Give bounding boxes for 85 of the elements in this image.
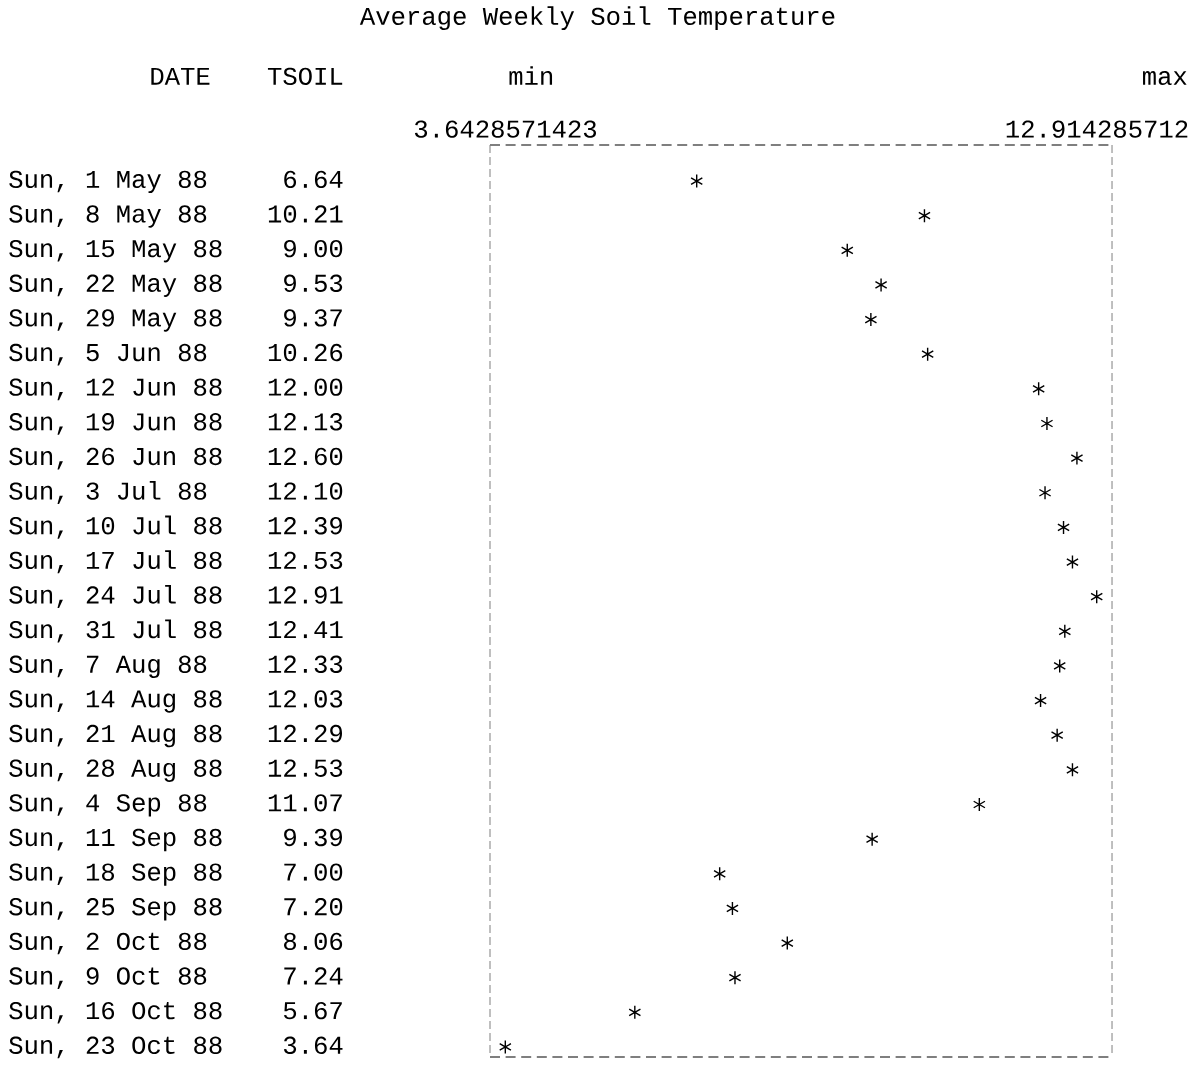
point: [1032, 381, 1045, 397]
point: [1090, 589, 1104, 604]
point: [780, 935, 794, 951]
data-label: 12.33: [268, 655, 343, 673]
data-label: 7.00: [284, 863, 343, 881]
chart-title: Average Weekly Soil Temperature: [359, 6, 835, 31]
y-tick-label: Sun, 9 Oct 88: [9, 967, 207, 989]
data-label: 12.10: [268, 482, 343, 500]
point: [1058, 624, 1072, 639]
point: [1057, 520, 1070, 535]
point: [972, 797, 986, 812]
text: max: [1142, 70, 1187, 86]
y-tick-label: Sun, 16 Oct 88: [9, 1001, 222, 1024]
data-label: 12.00: [268, 378, 343, 396]
y-tick-label: Sun, 5 Jun 88: [9, 343, 207, 366]
data-label: 5.67: [283, 1001, 342, 1020]
data-label: 12.29: [268, 724, 343, 743]
y-tick-label: Sun, 23 Oct 88: [9, 1036, 222, 1059]
x2-tick-label: 3.6428571423: [414, 120, 597, 138]
point: [726, 901, 739, 916]
data-label: 12.39: [268, 517, 343, 535]
y-tick-label: Sun, 10 Jul 88: [9, 515, 222, 539]
y-tick-label: Sun, 1 May 88: [9, 170, 207, 194]
y-tick-label: Sun, 19 Jun 88: [9, 413, 222, 435]
data-label: 12.13: [268, 413, 343, 431]
data-label: 9.00: [284, 239, 343, 258]
y-tick-label: Sun, 29 May 88: [9, 309, 222, 332]
data-label: 12.60: [268, 447, 343, 466]
data-label: 9.53: [284, 274, 343, 292]
x2-tick-label: 12.914285712: [1006, 120, 1188, 138]
point: [1053, 658, 1067, 674]
point: [713, 866, 726, 881]
y-tick-label: Sun, 28 Aug 88: [9, 759, 222, 782]
point: [918, 208, 931, 223]
point: [864, 312, 878, 327]
y-tick-label: Sun, 12 Jun 88: [9, 378, 222, 401]
data-label: 9.37: [284, 309, 342, 327]
y-tick-label: Sun, 11 Sep 88: [9, 828, 222, 852]
y-tick-label: Sun, 26 Jun 88: [9, 447, 222, 470]
point: [628, 1005, 642, 1020]
data-label: 12.03: [268, 690, 343, 708]
point: [865, 831, 879, 847]
y-tick-label: Sun, 8 May 88: [9, 205, 207, 228]
point: [1038, 485, 1052, 500]
point: [1066, 554, 1079, 570]
x-axis-title: TSOIL: [267, 67, 343, 86]
y-tick-label: Sun, 17 Jul 88: [9, 550, 222, 574]
y-tick-label: Sun, 15 May 88: [9, 239, 222, 263]
data-label: 6.64: [284, 170, 343, 189]
y-axis-title: DATE: [151, 67, 210, 85]
y-tick-label: Sun, 31 Jul 88: [9, 619, 222, 643]
data-label: 7.24: [284, 967, 343, 985]
point: [1066, 762, 1079, 778]
y-tick-label: Sun, 21 Aug 88: [9, 724, 222, 748]
data-label: 10.26: [268, 343, 343, 362]
point: [1034, 693, 1047, 708]
y-tick-label: Sun, 25 Sep 88: [9, 898, 222, 921]
y-tick-label: Sun, 22 May 88: [9, 274, 222, 298]
y-tick-label: Sun, 2 Oct 88: [9, 932, 207, 955]
y-tick-label: Sun, 24 Jul 88: [9, 584, 222, 608]
text: min: [509, 66, 553, 85]
point: [921, 347, 934, 362]
point: [840, 243, 854, 258]
data-label: 12.41: [268, 620, 343, 639]
data-label: 9.39: [284, 828, 343, 847]
y-tick-label: Sun, 3 Jul 88: [9, 480, 207, 505]
data-label: 11.07: [268, 794, 342, 812]
point: [728, 970, 742, 985]
point: [690, 173, 704, 189]
y-tick-label: Sun, 18 Sep 88: [9, 863, 222, 886]
y-tick-label: Sun, 4 Sep 88: [9, 794, 207, 817]
y-tick-label: Sun, 7 Aug 88: [9, 655, 207, 679]
point: [1070, 450, 1084, 466]
point: [1050, 728, 1064, 743]
data-label: 10.21: [268, 205, 343, 223]
data-label: 12.53: [268, 759, 343, 777]
data-label: 7.20: [284, 898, 343, 916]
point: [498, 1039, 512, 1055]
data-label: 8.06: [284, 932, 343, 951]
point: [874, 277, 888, 293]
y-tick-label: Sun, 14 Aug 88: [9, 690, 222, 713]
point: [1040, 416, 1054, 431]
data-label: 12.53: [268, 551, 343, 570]
data-label: 12.91: [268, 586, 343, 604]
data-label: 3.64: [283, 1036, 343, 1054]
